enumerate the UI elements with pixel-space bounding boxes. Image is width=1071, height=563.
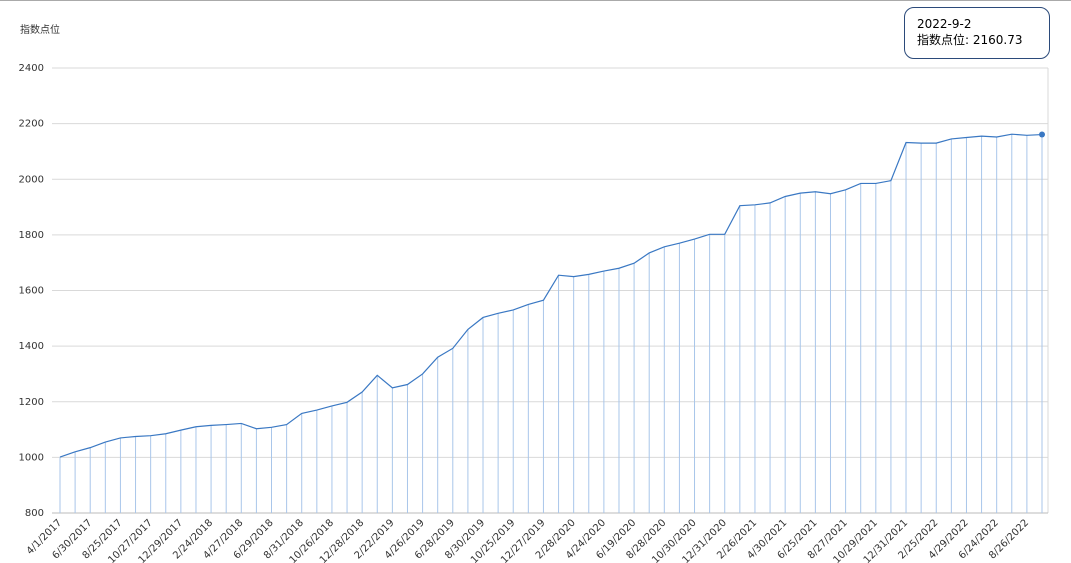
y-tick-label: 1200 [19,397,44,408]
y-tick-label: 1600 [19,286,44,297]
y-tick-label: 800 [25,508,44,519]
y-tick-label: 1800 [19,230,44,241]
tooltip-title: 2022-9-2 [917,17,972,31]
y-tick-label: 2000 [19,174,44,185]
tooltip: 2022-9-2 指数点位: 2160.73 [904,7,1050,59]
line [59,133,1043,458]
highlight-point [1039,131,1045,138]
y-axis-title: 指数点位 [20,23,60,36]
y-tick-label: 1400 [19,341,44,352]
tooltip-text: 指数点位: 2160.73 [917,33,1023,47]
y-tick-label: 1000 [19,452,44,463]
y-tick-label: 2400 [19,63,44,74]
y-tick-label: 2200 [19,119,44,130]
